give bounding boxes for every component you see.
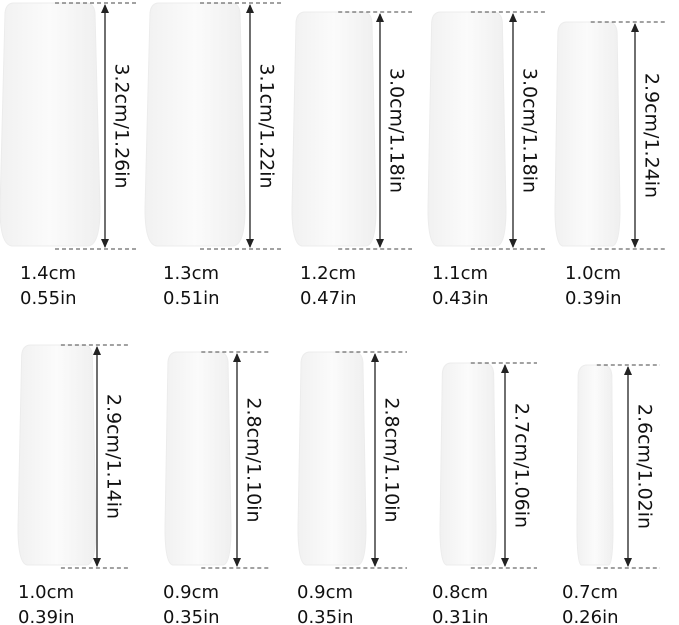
width-cm-label: 0.8cm (432, 582, 488, 603)
arrow-head (93, 558, 101, 567)
length-label: 2.7cm/1.06in (511, 403, 533, 528)
arrow-head (631, 23, 639, 32)
arrow-head (624, 558, 632, 567)
width-in-label: 0.35in (297, 607, 354, 625)
arrow-head (501, 364, 509, 373)
width-in-label: 0.51in (163, 288, 220, 309)
nail (17, 344, 97, 566)
arrow-head (509, 239, 517, 248)
length-label: 3.0cm/1.18in (519, 68, 541, 193)
arrow-head (371, 353, 379, 362)
nail (554, 21, 621, 247)
width-in-label: 0.47in (300, 288, 357, 309)
arrow-head (101, 239, 109, 248)
arrow-head (101, 4, 109, 13)
arrow-head (371, 558, 379, 567)
nail (427, 11, 507, 247)
width-cm-label: 1.0cm (18, 582, 74, 603)
nail (164, 351, 232, 566)
width-in-label: 0.35in (163, 607, 220, 625)
nail (439, 362, 497, 566)
width-cm-label: 1.0cm (565, 263, 621, 284)
nail (144, 2, 246, 247)
nail (576, 364, 614, 566)
width-in-label: 0.31in (432, 607, 489, 625)
width-in-label: 0.55in (20, 288, 77, 309)
arrow-head (233, 558, 241, 567)
arrow-head (501, 558, 509, 567)
length-label: 2.9cm/1.24in (641, 73, 663, 198)
nail (291, 11, 377, 247)
arrow-head (376, 239, 384, 248)
arrow-head (93, 346, 101, 355)
nail (297, 351, 367, 566)
arrow-head (233, 353, 241, 362)
width-cm-label: 1.1cm (432, 263, 488, 284)
width-cm-label: 1.2cm (300, 263, 356, 284)
width-cm-label: 0.9cm (297, 582, 353, 603)
arrow-head (624, 366, 632, 375)
width-cm-label: 1.4cm (20, 263, 76, 284)
length-label: 3.2cm/1.26in (111, 63, 133, 188)
length-label: 2.8cm/1.10in (381, 397, 403, 522)
length-label: 3.0cm/1.18in (386, 68, 408, 193)
arrow-head (246, 239, 254, 248)
arrow-head (376, 13, 384, 22)
arrow-head (246, 4, 254, 13)
arrow-head (509, 13, 517, 22)
length-label: 2.8cm/1.10in (243, 397, 265, 522)
width-cm-label: 0.9cm (163, 582, 219, 603)
width-cm-label: 0.7cm (562, 582, 618, 603)
length-label: 3.1cm/1.22in (256, 63, 278, 188)
width-cm-label: 1.3cm (163, 263, 219, 284)
arrow-head (631, 239, 639, 248)
width-in-label: 0.39in (18, 607, 75, 625)
length-label: 2.6cm/1.02in (634, 404, 656, 529)
width-in-label: 0.43in (432, 288, 489, 309)
length-label: 2.9cm/1.14in (103, 394, 125, 519)
width-in-label: 0.26in (562, 607, 619, 625)
nail (0, 2, 101, 247)
width-in-label: 0.39in (565, 288, 622, 309)
